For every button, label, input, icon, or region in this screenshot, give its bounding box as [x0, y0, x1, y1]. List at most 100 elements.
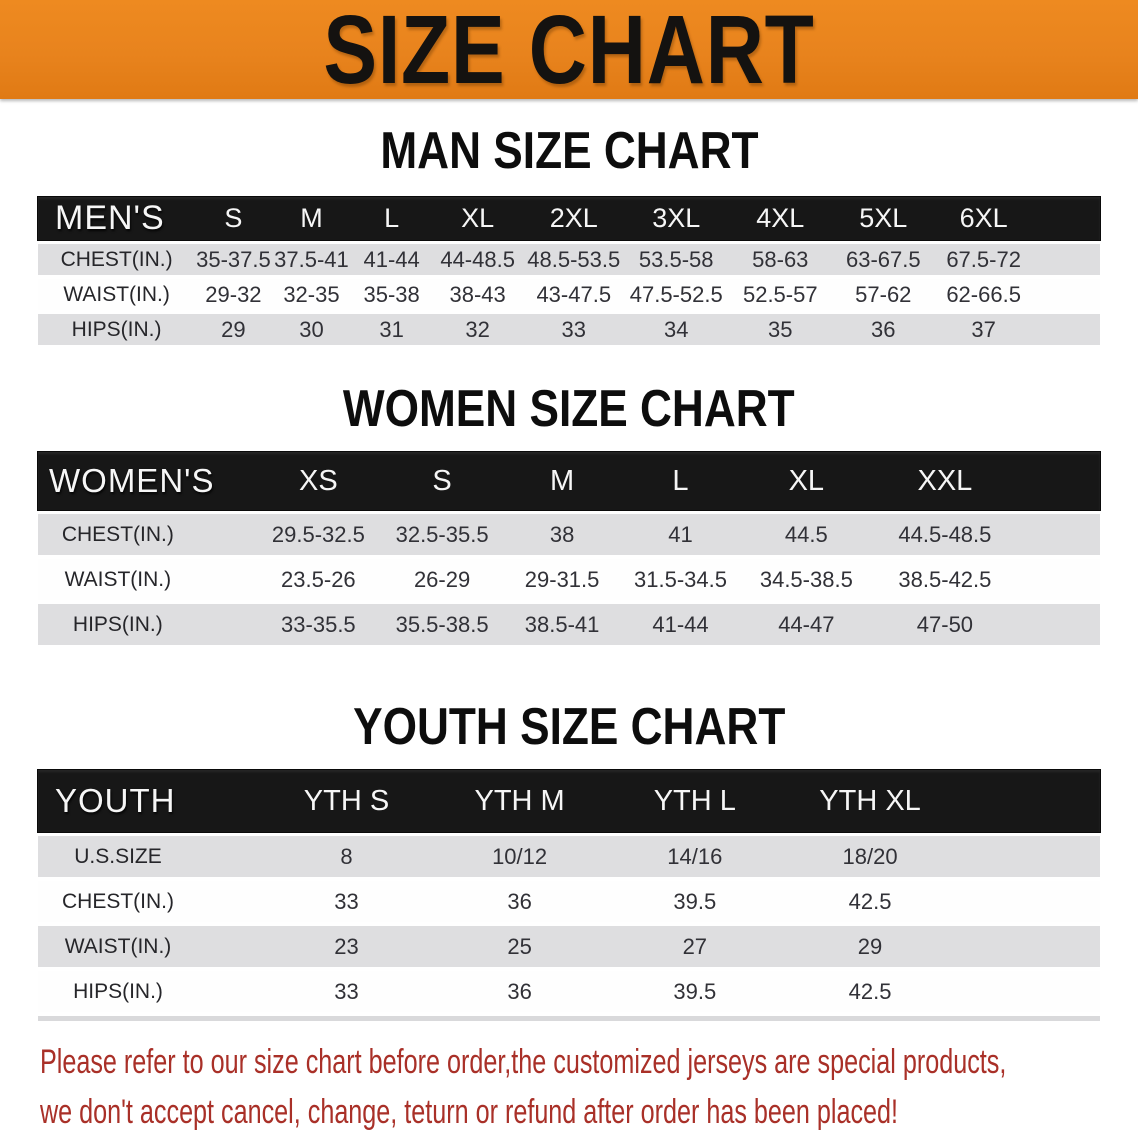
size-value: 35-38 — [363, 281, 420, 307]
section-heading-men: MAN SIZE CHART — [0, 121, 1138, 181]
size-value: 34.5-38.5 — [759, 566, 853, 592]
table-row: WAIST(IN.) 29-32 32-35 35-38 38-43 43-47.5 47.… — [38, 279, 1100, 310]
size-value: 38.5-42.5 — [898, 566, 992, 592]
table-row: WAIST(IN.) 23 25 27 29 — [38, 926, 1100, 967]
size-value: 58-63 — [752, 246, 809, 272]
size-column-header: XXL — [917, 464, 973, 497]
disclaimer: Please refer to our size chart before or… — [40, 1037, 1100, 1137]
size-value: 33 — [561, 316, 586, 342]
size-column-header: L — [672, 464, 689, 497]
size-column-header: 4XL — [756, 203, 805, 233]
table-corner-label: YOUTH — [55, 782, 176, 819]
size-value: 42.5 — [848, 888, 892, 914]
size-column-header: YTH M — [474, 784, 565, 817]
size-value: 29.5-32.5 — [271, 521, 365, 547]
size-value: 47.5-52.5 — [629, 281, 723, 307]
table-row: WAIST(IN.) 23.5-26 26-29 29-31.5 31.5-34.5 34… — [38, 559, 1100, 600]
table-corner-label: MEN'S — [55, 199, 165, 237]
size-value: 33 — [334, 888, 359, 914]
size-value: 41-44 — [363, 246, 420, 272]
row-spacer — [1017, 559, 1100, 600]
size-value: 39.5 — [673, 978, 717, 1004]
size-column-header: S — [224, 203, 243, 233]
row-label: U.S.SIZE — [74, 844, 162, 868]
size-value: 37.5-41 — [274, 246, 349, 272]
size-value: 34 — [663, 316, 689, 342]
header-spacer — [1033, 197, 1100, 240]
size-value: 42.5 — [848, 978, 892, 1004]
size-value: 35-37.5 — [196, 246, 271, 272]
row-spacer — [958, 881, 1100, 922]
banner-title: SIZE CHART — [323, 0, 815, 104]
size-value: 41 — [668, 521, 693, 547]
size-value: 33 — [334, 978, 359, 1004]
size-value: 43-47.5 — [536, 281, 612, 307]
size-column-header: M — [300, 203, 323, 233]
size-header-row: MEN'S S M L XL 2XL 3XL 4XL 5XL 6XL — [38, 197, 1100, 240]
size-column-header: XL — [788, 464, 825, 497]
size-value: 18/20 — [842, 843, 898, 869]
women-size-table: WOMEN'S XS S M L XL XXL CHEST(IN.) 29.5-32.5 32.5… — [38, 448, 1100, 649]
disclaimer-line-1: Please refer to our size chart before or… — [40, 1043, 1007, 1081]
table-row: CHEST(IN.) 33 36 39.5 42.5 — [38, 881, 1100, 922]
section-heading-youth-text: YOUTH SIZE CHART — [352, 698, 786, 756]
row-label: CHEST(IN.) — [60, 247, 173, 271]
row-spacer — [958, 836, 1100, 877]
size-header-row: YOUTH YTH S YTH M YTH L YTH XL — [38, 770, 1100, 832]
size-value: 48.5-53.5 — [527, 246, 621, 272]
size-value: 29 — [857, 933, 883, 959]
size-column-header: YTH XL — [819, 784, 921, 817]
row-label: WAIST(IN.) — [63, 282, 170, 306]
row-spacer — [1017, 514, 1100, 555]
size-column-header: YTH S — [303, 784, 390, 817]
size-column-header: 2XL — [549, 203, 598, 233]
table-row: CHEST(IN.) 35-37.5 37.5-41 41-44 44-48.5 48.5… — [38, 244, 1100, 275]
size-value: 67.5-72 — [946, 246, 1021, 272]
size-value: 32-35 — [283, 281, 340, 307]
row-label: HIPS(IN.) — [73, 979, 163, 1003]
table-row: HIPS(IN.) 33-35.5 35.5-38.5 38.5-41 41-44 44-… — [38, 604, 1100, 645]
row-spacer — [1033, 244, 1100, 275]
size-value: 14/16 — [667, 843, 723, 869]
size-value: 63-67.5 — [845, 246, 921, 272]
header-spacer — [958, 770, 1100, 832]
size-value: 36 — [507, 978, 532, 1004]
size-value: 10/12 — [492, 843, 548, 869]
size-value: 26-29 — [413, 566, 471, 592]
row-label: WAIST(IN.) — [64, 567, 172, 591]
size-value: 29-32 — [205, 281, 262, 307]
size-value: 36 — [507, 888, 532, 914]
size-value: 32 — [465, 316, 490, 342]
table-row: U.S.SIZE 8 10/12 14/16 18/20 — [38, 836, 1100, 877]
size-column-header: S — [432, 464, 452, 497]
size-value: 41-44 — [652, 611, 709, 637]
section-heading-youth: YOUTH SIZE CHART — [0, 697, 1138, 757]
size-column-header: YTH L — [653, 784, 736, 817]
size-value: 38-43 — [449, 281, 506, 307]
size-value: 23.5-26 — [281, 566, 356, 592]
size-value: 30 — [299, 316, 324, 342]
size-column-header: XL — [461, 203, 495, 233]
size-value: 8 — [340, 843, 353, 869]
size-header-row: WOMEN'S XS S M L XL XXL — [38, 452, 1100, 510]
row-label: HIPS(IN.) — [72, 612, 163, 636]
section-heading-women: WOMEN SIZE CHART — [0, 379, 1138, 439]
table-row: CHEST(IN.) 29.5-32.5 32.5-35.5 38 41 44.5 44.5… — [38, 514, 1100, 555]
size-value: 31.5-34.5 — [634, 566, 727, 592]
row-spacer — [1033, 314, 1100, 345]
size-value: 47-50 — [916, 611, 974, 637]
size-value: 44-47 — [778, 611, 835, 637]
youth-size-table: YOUTH YTH S YTH M YTH L YTH XL U.S.SIZE 8 10/12… — [38, 766, 1100, 1021]
size-value: 25 — [507, 933, 532, 959]
row-spacer — [1017, 604, 1100, 645]
size-column-header: L — [384, 203, 400, 233]
banner: SIZE CHART — [0, 0, 1138, 99]
size-column-header: 3XL — [652, 203, 701, 233]
size-value: 32.5-35.5 — [395, 521, 489, 547]
row-label: CHEST(IN.) — [61, 522, 174, 546]
size-value: 44-48.5 — [440, 246, 515, 272]
size-value: 27 — [682, 933, 708, 959]
row-spacer — [1033, 279, 1100, 310]
size-value: 44.5-48.5 — [898, 521, 992, 547]
size-column-header: M — [549, 464, 575, 497]
